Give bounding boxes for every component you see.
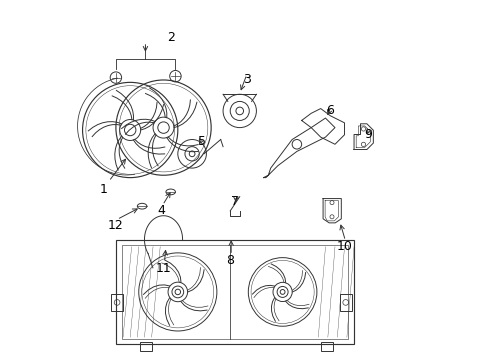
Text: 7: 7 bbox=[230, 195, 239, 208]
Text: 5: 5 bbox=[197, 135, 205, 148]
Bar bbox=[140, 342, 151, 351]
Text: 1: 1 bbox=[100, 183, 108, 196]
Bar bbox=[339, 294, 351, 311]
Text: 12: 12 bbox=[108, 219, 123, 232]
Text: 4: 4 bbox=[157, 204, 165, 217]
Text: 2: 2 bbox=[166, 31, 174, 44]
Bar bbox=[320, 342, 332, 351]
Bar bbox=[111, 294, 123, 311]
Bar bbox=[122, 245, 347, 339]
Text: 3: 3 bbox=[243, 73, 250, 86]
Text: 11: 11 bbox=[155, 262, 171, 275]
Bar bbox=[116, 239, 353, 344]
Text: 6: 6 bbox=[325, 104, 333, 117]
Text: 9: 9 bbox=[364, 128, 371, 141]
Text: 8: 8 bbox=[226, 255, 234, 267]
Text: 10: 10 bbox=[336, 240, 352, 253]
